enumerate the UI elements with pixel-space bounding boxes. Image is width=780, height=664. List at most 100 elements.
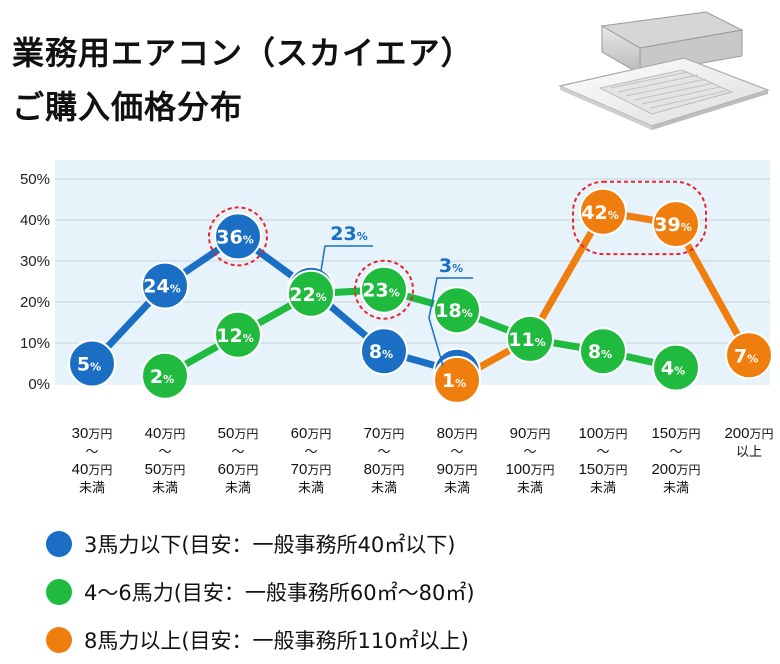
legend-label: 8馬力以上(目安：一般事務所110㎡以上) — [84, 629, 469, 653]
legend-item-large: 8馬力以上(目安：一般事務所110㎡以上) — [46, 616, 475, 664]
title-line-2: ご購入価格分布 — [12, 88, 244, 126]
x-category-label: 100万円 — [505, 461, 554, 478]
x-category-label: 90万円 — [510, 425, 551, 442]
x-category-label: 未満 — [663, 480, 689, 495]
x-category-label: 100万円 — [578, 425, 627, 442]
highlight-ring — [354, 259, 414, 320]
x-category-label: 90万円 — [437, 461, 478, 478]
title-line-1: 業務用エアコン（スカイエア） — [12, 34, 474, 72]
x-category-label: 70万円 — [364, 425, 405, 442]
line-chart: 0%10%20%30%40%50% 30万円〜40万円未満40万円〜50万円未満… — [20, 160, 774, 495]
x-category-label: 40万円 — [72, 461, 113, 478]
legend-label: 3馬力以下(目安：一般事務所40㎡以下) — [84, 533, 456, 557]
data-point — [652, 200, 700, 249]
callout-label: 3% — [439, 255, 463, 277]
x-category-label: 〜 — [377, 444, 390, 459]
data-label: 42% — [581, 202, 618, 224]
x-category-label: 80万円 — [364, 461, 405, 478]
data-point — [579, 187, 627, 236]
data-label: 8% — [588, 341, 612, 363]
x-category-label: 50万円 — [218, 425, 259, 442]
callout-leader — [320, 245, 373, 271]
chart-title: 業務用エアコン（スカイエア） ご購入価格分布 — [12, 26, 474, 134]
x-category-label: 〜 — [304, 444, 317, 459]
data-point — [433, 286, 481, 335]
legend-swatch — [46, 531, 72, 557]
data-label: 22% — [289, 284, 326, 306]
y-tick-label: 30% — [20, 253, 50, 270]
data-label: 18% — [435, 300, 472, 322]
y-tick-label: 0% — [28, 376, 50, 393]
data-points: 5%24%36%8%1%11%42%39%7%2%12%22%23%18%11%… — [68, 187, 773, 404]
data-point — [141, 351, 189, 400]
x-category-label: 未満 — [298, 480, 324, 495]
x-category-label: 30万円 — [72, 425, 113, 442]
data-label: 12% — [216, 325, 253, 347]
data-label: 5% — [77, 354, 101, 376]
x-category-label: 未満 — [371, 480, 397, 495]
x-category-label: 未満 — [225, 480, 251, 495]
data-point — [214, 212, 262, 261]
data-point — [725, 331, 773, 380]
y-axis: 0% 10% 20% 30% 40% 50% — [20, 171, 50, 393]
callout-label: 23% — [330, 223, 367, 245]
x-category-label: 150万円 — [651, 425, 700, 442]
legend-swatch — [46, 627, 72, 653]
x-category-label: 40万円 — [145, 425, 186, 442]
data-point — [68, 339, 116, 388]
x-category-label: 未満 — [444, 480, 470, 495]
legend: 3馬力以下(目安：一般事務所40㎡以下) 4〜6馬力(目安：一般事務所60㎡〜8… — [46, 520, 475, 664]
x-category-label: 60万円 — [291, 425, 332, 442]
x-category-label: 未満 — [152, 480, 178, 495]
data-label: 39% — [654, 214, 691, 236]
legend-swatch — [46, 579, 72, 605]
data-point — [141, 261, 189, 310]
x-category-label: 以上 — [736, 444, 762, 459]
x-category-label: 80万円 — [437, 425, 478, 442]
x-category-label: 150万円 — [578, 461, 627, 478]
data-point — [360, 327, 408, 376]
x-category-label: 〜 — [669, 444, 682, 459]
x-category-label: 未満 — [590, 480, 616, 495]
data-label: 8% — [369, 341, 393, 363]
data-label: 24% — [143, 276, 180, 298]
x-category-label: 〜 — [231, 444, 244, 459]
data-point — [433, 355, 481, 404]
x-axis: 30万円〜40万円未満40万円〜50万円未満50万円〜60万円未満60万円〜70… — [72, 425, 774, 495]
data-label: 1% — [442, 370, 466, 392]
data-point — [360, 265, 408, 314]
x-category-label: 〜 — [596, 444, 609, 459]
x-category-label: 未満 — [517, 480, 543, 495]
legend-item-small: 3馬力以下(目安：一般事務所40㎡以下) — [46, 520, 475, 568]
annotations: 23% 3% — [208, 180, 707, 366]
y-tick-label: 50% — [20, 171, 50, 188]
legend-item-medium: 4〜6馬力(目安：一般事務所60㎡〜80㎡) — [46, 568, 475, 616]
x-category-label: 70万円 — [291, 461, 332, 478]
data-point — [652, 343, 700, 392]
data-label: 7% — [734, 345, 758, 367]
x-category-label: 60万円 — [218, 461, 259, 478]
x-category-label: 200万円 — [724, 425, 773, 442]
ceiling-cassette-image — [558, 11, 770, 130]
x-category-label: 50万円 — [145, 461, 186, 478]
data-point — [287, 269, 335, 318]
data-point — [214, 310, 262, 359]
y-tick-label: 40% — [20, 212, 50, 229]
x-category-label: 〜 — [158, 444, 171, 459]
data-label: 11% — [508, 329, 545, 351]
data-label: 2% — [150, 366, 174, 388]
data-label: 4% — [661, 358, 685, 380]
highlight-ring — [572, 180, 707, 256]
data-label: 23% — [362, 280, 399, 302]
x-category-label: 〜 — [450, 444, 463, 459]
callout-leader — [428, 277, 473, 366]
x-category-label: 〜 — [85, 444, 98, 459]
data-point — [579, 327, 627, 376]
data-point — [506, 314, 554, 363]
y-tick-label: 10% — [20, 335, 50, 352]
x-category-label: 〜 — [523, 444, 536, 459]
x-category-label: 未満 — [79, 480, 105, 495]
data-label: 36% — [216, 226, 253, 248]
x-category-label: 200万円 — [651, 461, 700, 478]
y-tick-label: 20% — [20, 294, 50, 311]
